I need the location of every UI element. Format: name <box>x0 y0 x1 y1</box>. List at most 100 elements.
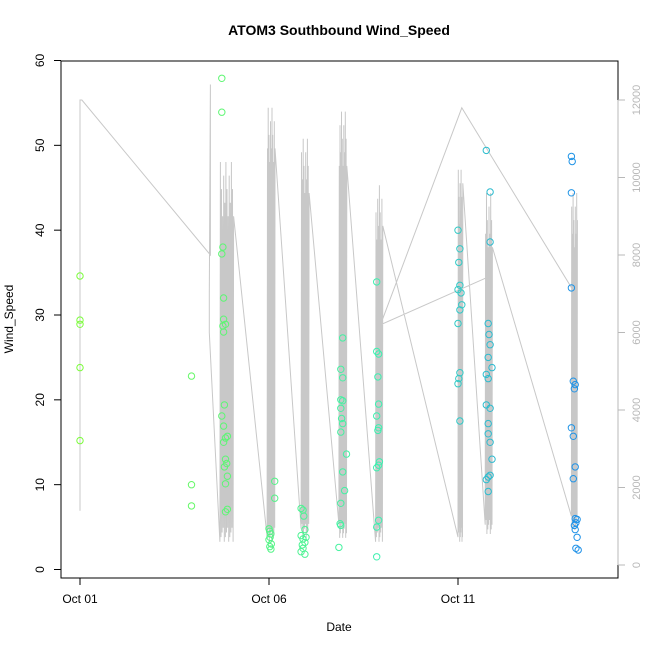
data-point <box>456 417 464 425</box>
x-tick-label: Oct 01 <box>62 592 98 606</box>
data-point <box>570 385 579 393</box>
data-point <box>221 320 230 328</box>
data-point <box>484 419 492 428</box>
data-point <box>375 458 384 466</box>
data-point <box>486 188 494 196</box>
x-axis-label: Date <box>326 620 352 634</box>
data-point <box>76 316 84 324</box>
data-point <box>218 74 226 83</box>
data-point <box>271 477 279 485</box>
data-point <box>76 320 84 328</box>
y2-tick-label: 4000 <box>631 398 643 422</box>
data-point <box>484 374 492 383</box>
data-point <box>373 278 381 286</box>
data-point <box>339 419 347 428</box>
data-point <box>271 494 279 502</box>
data-point <box>485 330 493 339</box>
data-point <box>337 414 346 423</box>
data-point <box>482 146 490 155</box>
y-tick-label: 0 <box>33 566 47 573</box>
data-point <box>484 430 492 438</box>
data-point <box>571 380 579 389</box>
data-point <box>572 544 580 552</box>
data-point <box>484 319 492 328</box>
data-point <box>337 428 345 436</box>
data-point <box>486 238 494 246</box>
data-point <box>374 373 382 381</box>
data-point <box>567 189 576 197</box>
data-point <box>458 301 466 309</box>
data-point <box>218 108 226 116</box>
data-point <box>456 306 464 314</box>
data-point <box>339 374 347 382</box>
data-point <box>486 438 494 446</box>
data-point <box>339 468 347 476</box>
data-point <box>337 404 345 412</box>
secondary-y-axis: 0 2000 4000 6000 8000 10000 12000 <box>617 85 643 568</box>
data-point <box>342 450 351 458</box>
data-point <box>374 516 383 524</box>
x-axis: Oct 01 Oct 06 Oct 11 <box>62 577 476 606</box>
y2-tick-label: 2000 <box>631 475 643 499</box>
data-point <box>570 521 579 530</box>
y-tick-label: 10 <box>33 478 47 492</box>
data-point <box>219 328 228 336</box>
data-point <box>488 455 496 463</box>
y-tick-label: 30 <box>33 308 47 322</box>
data-point <box>482 475 490 484</box>
data-point <box>567 152 576 161</box>
secondary-series-line <box>79 84 578 542</box>
data-point <box>298 541 306 549</box>
data-point <box>221 480 230 488</box>
data-point <box>455 374 463 383</box>
data-point <box>76 272 84 280</box>
data-point <box>218 250 226 258</box>
data-point <box>484 487 492 496</box>
data-point <box>223 432 232 440</box>
data-point <box>267 545 275 553</box>
data-point <box>573 533 581 541</box>
data-point <box>484 353 492 362</box>
data-point <box>574 546 582 554</box>
data-point <box>76 363 84 372</box>
data-point <box>373 553 381 561</box>
y-axis: 0 10 20 30 40 50 60 <box>33 54 62 573</box>
secondary-series-line-group <box>79 84 578 542</box>
data-point <box>337 521 345 530</box>
data-point <box>221 455 230 463</box>
y2-tick-label: 8000 <box>631 243 643 267</box>
data-point <box>571 463 579 471</box>
data-point <box>219 438 228 446</box>
data-point <box>457 289 465 297</box>
data-point <box>374 400 383 408</box>
data-point <box>221 434 230 442</box>
y-tick-label: 20 <box>33 393 47 407</box>
data-point <box>339 397 347 405</box>
y-tick-label: 60 <box>33 54 47 68</box>
data-point <box>339 334 347 342</box>
data-point <box>455 258 463 267</box>
data-point <box>568 157 576 166</box>
data-point <box>373 523 381 531</box>
data-point <box>187 372 196 380</box>
data-point <box>486 341 494 349</box>
data-point <box>219 294 228 302</box>
data-point <box>218 412 226 420</box>
data-point <box>300 512 308 520</box>
chart-title: ATOM3 Southbound Wind_Speed <box>228 22 450 38</box>
y2-tick-label: 10000 <box>631 162 643 193</box>
data-point <box>374 426 382 435</box>
data-point <box>374 350 383 358</box>
data-point <box>486 471 494 479</box>
data-point <box>221 508 230 516</box>
data-point <box>454 319 462 328</box>
data-point <box>454 226 462 234</box>
data-point <box>223 472 232 480</box>
y2-tick-label: 12000 <box>631 85 643 116</box>
data-points-group <box>76 74 582 561</box>
y-tick-label: 40 <box>33 223 47 237</box>
data-point <box>337 499 345 507</box>
data-point <box>373 412 381 420</box>
data-point <box>486 404 494 412</box>
